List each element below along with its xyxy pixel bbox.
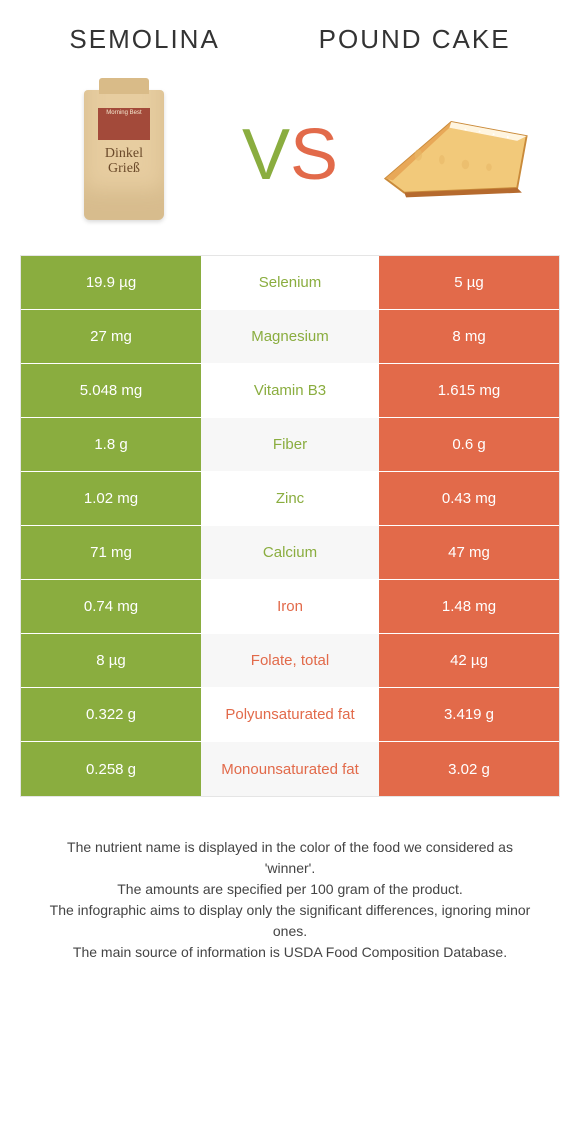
- table-row: 5.048 mgVitamin B31.615 mg: [21, 364, 559, 418]
- bag-main-2: Grieß: [108, 161, 140, 176]
- right-value-cell: 3.02 g: [379, 742, 559, 796]
- right-value-cell: 47 mg: [379, 526, 559, 579]
- left-value-cell: 0.258 g: [21, 742, 201, 796]
- right-value-cell: 5 µg: [379, 256, 559, 309]
- left-value-cell: 8 µg: [21, 634, 201, 687]
- poundcake-image: [376, 85, 536, 225]
- table-row: 27 mgMagnesium8 mg: [21, 310, 559, 364]
- nutrient-name-cell: Calcium: [201, 526, 379, 579]
- nutrient-name-cell: Polyunsaturated fat: [201, 688, 379, 741]
- table-row: 1.8 gFiber0.6 g: [21, 418, 559, 472]
- left-value-cell: 1.02 mg: [21, 472, 201, 525]
- nutrient-name-cell: Vitamin B3: [201, 364, 379, 417]
- right-value-cell: 3.419 g: [379, 688, 559, 741]
- left-value-cell: 27 mg: [21, 310, 201, 363]
- table-row: 0.258 gMonounsaturated fat3.02 g: [21, 742, 559, 796]
- semolina-image: Morning Best Dinkel Grieß: [44, 85, 204, 225]
- left-value-cell: 5.048 mg: [21, 364, 201, 417]
- left-food-title: SEMOLINA: [69, 24, 219, 55]
- right-food-title: POUND CAKE: [319, 24, 511, 55]
- vs-s: S: [290, 115, 338, 195]
- table-row: 0.322 gPolyunsaturated fat3.419 g: [21, 688, 559, 742]
- left-value-cell: 1.8 g: [21, 418, 201, 471]
- cake-icon: [376, 100, 536, 210]
- nutrient-name-cell: Iron: [201, 580, 379, 633]
- nutrient-name-cell: Selenium: [201, 256, 379, 309]
- nutrient-table: 19.9 µgSelenium5 µg27 mgMagnesium8 mg5.0…: [20, 255, 560, 797]
- left-value-cell: 71 mg: [21, 526, 201, 579]
- nutrient-name-cell: Fiber: [201, 418, 379, 471]
- right-value-cell: 1.48 mg: [379, 580, 559, 633]
- images-row: Morning Best Dinkel Grieß VS: [0, 65, 580, 255]
- semolina-bag-icon: Morning Best Dinkel Grieß: [84, 90, 164, 220]
- right-value-cell: 1.615 mg: [379, 364, 559, 417]
- table-row: 1.02 mgZinc0.43 mg: [21, 472, 559, 526]
- left-value-cell: 0.322 g: [21, 688, 201, 741]
- nutrient-name-cell: Folate, total: [201, 634, 379, 687]
- right-value-cell: 0.6 g: [379, 418, 559, 471]
- left-value-cell: 19.9 µg: [21, 256, 201, 309]
- right-value-cell: 42 µg: [379, 634, 559, 687]
- table-row: 8 µgFolate, total42 µg: [21, 634, 559, 688]
- nutrient-name-cell: Monounsaturated fat: [201, 742, 379, 796]
- table-row: 19.9 µgSelenium5 µg: [21, 256, 559, 310]
- table-row: 0.74 mgIron1.48 mg: [21, 580, 559, 634]
- footnote: The nutrient name is displayed in the co…: [40, 837, 540, 963]
- footnote-line-4: The main source of information is USDA F…: [40, 942, 540, 963]
- nutrient-name-cell: Zinc: [201, 472, 379, 525]
- vs-label: VS: [242, 114, 338, 196]
- left-value-cell: 0.74 mg: [21, 580, 201, 633]
- footnote-line-3: The infographic aims to display only the…: [40, 900, 540, 942]
- footnote-line-1: The nutrient name is displayed in the co…: [40, 837, 540, 879]
- vs-v: V: [242, 115, 290, 195]
- bag-main-label: Dinkel Grieß: [84, 146, 164, 177]
- table-row: 71 mgCalcium47 mg: [21, 526, 559, 580]
- right-value-cell: 8 mg: [379, 310, 559, 363]
- bag-small-label: Morning Best: [98, 108, 150, 140]
- right-value-cell: 0.43 mg: [379, 472, 559, 525]
- nutrient-name-cell: Magnesium: [201, 310, 379, 363]
- bag-main-1: Dinkel: [105, 146, 143, 161]
- footnote-line-2: The amounts are specified per 100 gram o…: [40, 879, 540, 900]
